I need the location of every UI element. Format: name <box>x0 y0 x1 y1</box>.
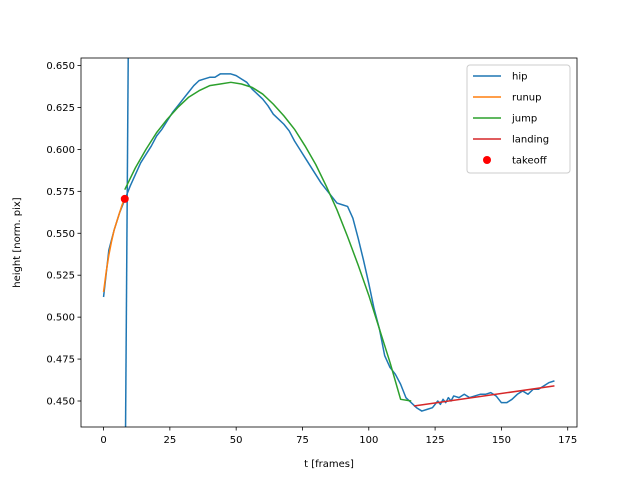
x-tick-label: 175 <box>558 435 577 446</box>
axes-frame <box>80 57 578 428</box>
legend-hip-label: hip <box>512 72 527 83</box>
landing-series-line <box>413 385 555 407</box>
legend-runup-label: runup <box>512 93 541 104</box>
legend-takeoff-label: takeoff <box>512 156 548 167</box>
x-tick-label: 25 <box>163 435 176 446</box>
plot-area <box>102 58 555 427</box>
runup-series-line <box>102 197 126 293</box>
legend-takeoff-swatch <box>483 156 491 164</box>
legend-jump-label: jump <box>511 114 537 125</box>
y-axis: 0.450 0.475 0.500 0.525 0.550 0.575 0.600 0.625… <box>46 61 81 408</box>
x-tick-label: 125 <box>426 435 445 446</box>
y-tick-label: 0.600 <box>46 145 75 156</box>
y-tick-label: 0.525 <box>46 271 75 282</box>
y-tick-label: 0.575 <box>46 187 75 198</box>
y-tick-label: 0.650 <box>46 61 75 72</box>
x-tick-label: 150 <box>492 435 511 446</box>
y-tick-label: 0.550 <box>46 229 75 240</box>
x-tick-label: 100 <box>359 435 378 446</box>
takeoff-point <box>120 194 129 203</box>
y-tick-label: 0.500 <box>46 313 75 324</box>
y-tick-label: 0.475 <box>46 355 75 366</box>
x-tick-label: 75 <box>296 435 309 446</box>
x-tick-label: 0 <box>100 435 106 446</box>
x-tick-label: 50 <box>230 435 243 446</box>
y-axis-title: height [norm. pix] <box>12 197 23 287</box>
x-axis: 0 25 50 75 100 125 150 175 <box>100 427 577 446</box>
y-tick-label: 0.625 <box>46 103 75 114</box>
y-tick-label: 0.450 <box>46 397 75 408</box>
legend-box <box>466 64 571 174</box>
hip-series-line <box>102 73 555 412</box>
x-axis-title: t [frames] <box>304 459 354 470</box>
legend-landing-label: landing <box>512 135 549 146</box>
hip-spike-series-line <box>124 58 129 427</box>
legend: hip runup jump landing takeoff <box>466 64 571 174</box>
jump-series-line <box>124 81 412 402</box>
